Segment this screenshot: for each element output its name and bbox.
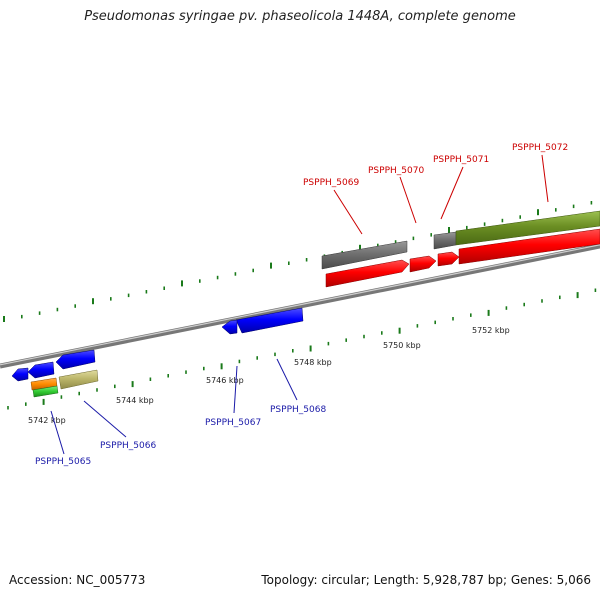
scale-label-5744: 5744 kbp <box>116 396 154 405</box>
gene-label-PSPPH_5067[interactable]: PSPPH_5067 <box>205 418 261 428</box>
gene-arrow-PSPPH_5065-block[interactable] <box>27 361 55 379</box>
scale-label-5748: 5748 kbp <box>294 358 332 367</box>
gene-label-PSPPH_5072[interactable]: PSPPH_5072 <box>512 143 568 153</box>
leader-line-5067 <box>233 365 238 414</box>
gene-label-PSPPH_5066[interactable]: PSPPH_5066 <box>100 441 156 451</box>
leader-line-5068 <box>276 358 298 401</box>
gene-arrow-PSPPH_5066-block[interactable] <box>55 349 96 370</box>
scale-label-5752: 5752 kbp <box>472 326 510 335</box>
topology-summary: Topology: circular; Length: 5,928,787 bp… <box>261 573 591 587</box>
gene-arrow-small[interactable] <box>11 367 29 382</box>
leader-line-5072 <box>541 154 549 203</box>
leader-line-5070 <box>399 176 417 224</box>
reverse-scale-ticks <box>7 288 597 410</box>
leader-line-5065 <box>50 410 65 455</box>
feature-olive-5072[interactable] <box>455 210 600 246</box>
leader-line-5069 <box>333 189 363 235</box>
feature-green-5065[interactable] <box>32 385 59 398</box>
gene-label-PSPPH_5070[interactable]: PSPPH_5070 <box>368 166 424 176</box>
scale-label-5742: 5742 kbp <box>28 416 66 425</box>
genome-title: Pseudomonas syringae pv. phaseolicola 14… <box>84 9 516 24</box>
gene-arrow-PSPPH_5071[interactable] <box>437 251 460 267</box>
forward-scale-ticks <box>3 201 593 322</box>
gene-arrow-PSPPH_5072[interactable] <box>458 228 600 265</box>
scale-label-5746: 5746 kbp <box>206 376 244 385</box>
genome-backbone <box>0 243 600 369</box>
gene-arrow-PSPPH_5067[interactable] <box>221 319 238 335</box>
feature-grey-5069[interactable] <box>321 240 408 270</box>
scale-label-5750: 5750 kbp <box>383 341 421 350</box>
leader-line-5066 <box>83 400 127 438</box>
leader-line-5071 <box>440 166 464 220</box>
gene-arrow-PSPPH_5069[interactable] <box>325 259 410 288</box>
gene-arrow-PSPPH_5068[interactable] <box>235 307 304 334</box>
feature-khaki-5066[interactable] <box>58 369 99 390</box>
gene-arrow-PSPPH_5070[interactable] <box>409 255 437 273</box>
gene-label-PSPPH_5071[interactable]: PSPPH_5071 <box>433 155 489 165</box>
genome-backbone-highlight <box>0 244 600 366</box>
gene-label-PSPPH_5068[interactable]: PSPPH_5068 <box>270 405 326 415</box>
accession-text: Accession: NC_005773 <box>9 573 146 587</box>
gene-label-PSPPH_5065[interactable]: PSPPH_5065 <box>35 457 91 467</box>
feature-grey-5071[interactable] <box>433 231 457 250</box>
gene-label-PSPPH_5069[interactable]: PSPPH_5069 <box>303 178 359 188</box>
